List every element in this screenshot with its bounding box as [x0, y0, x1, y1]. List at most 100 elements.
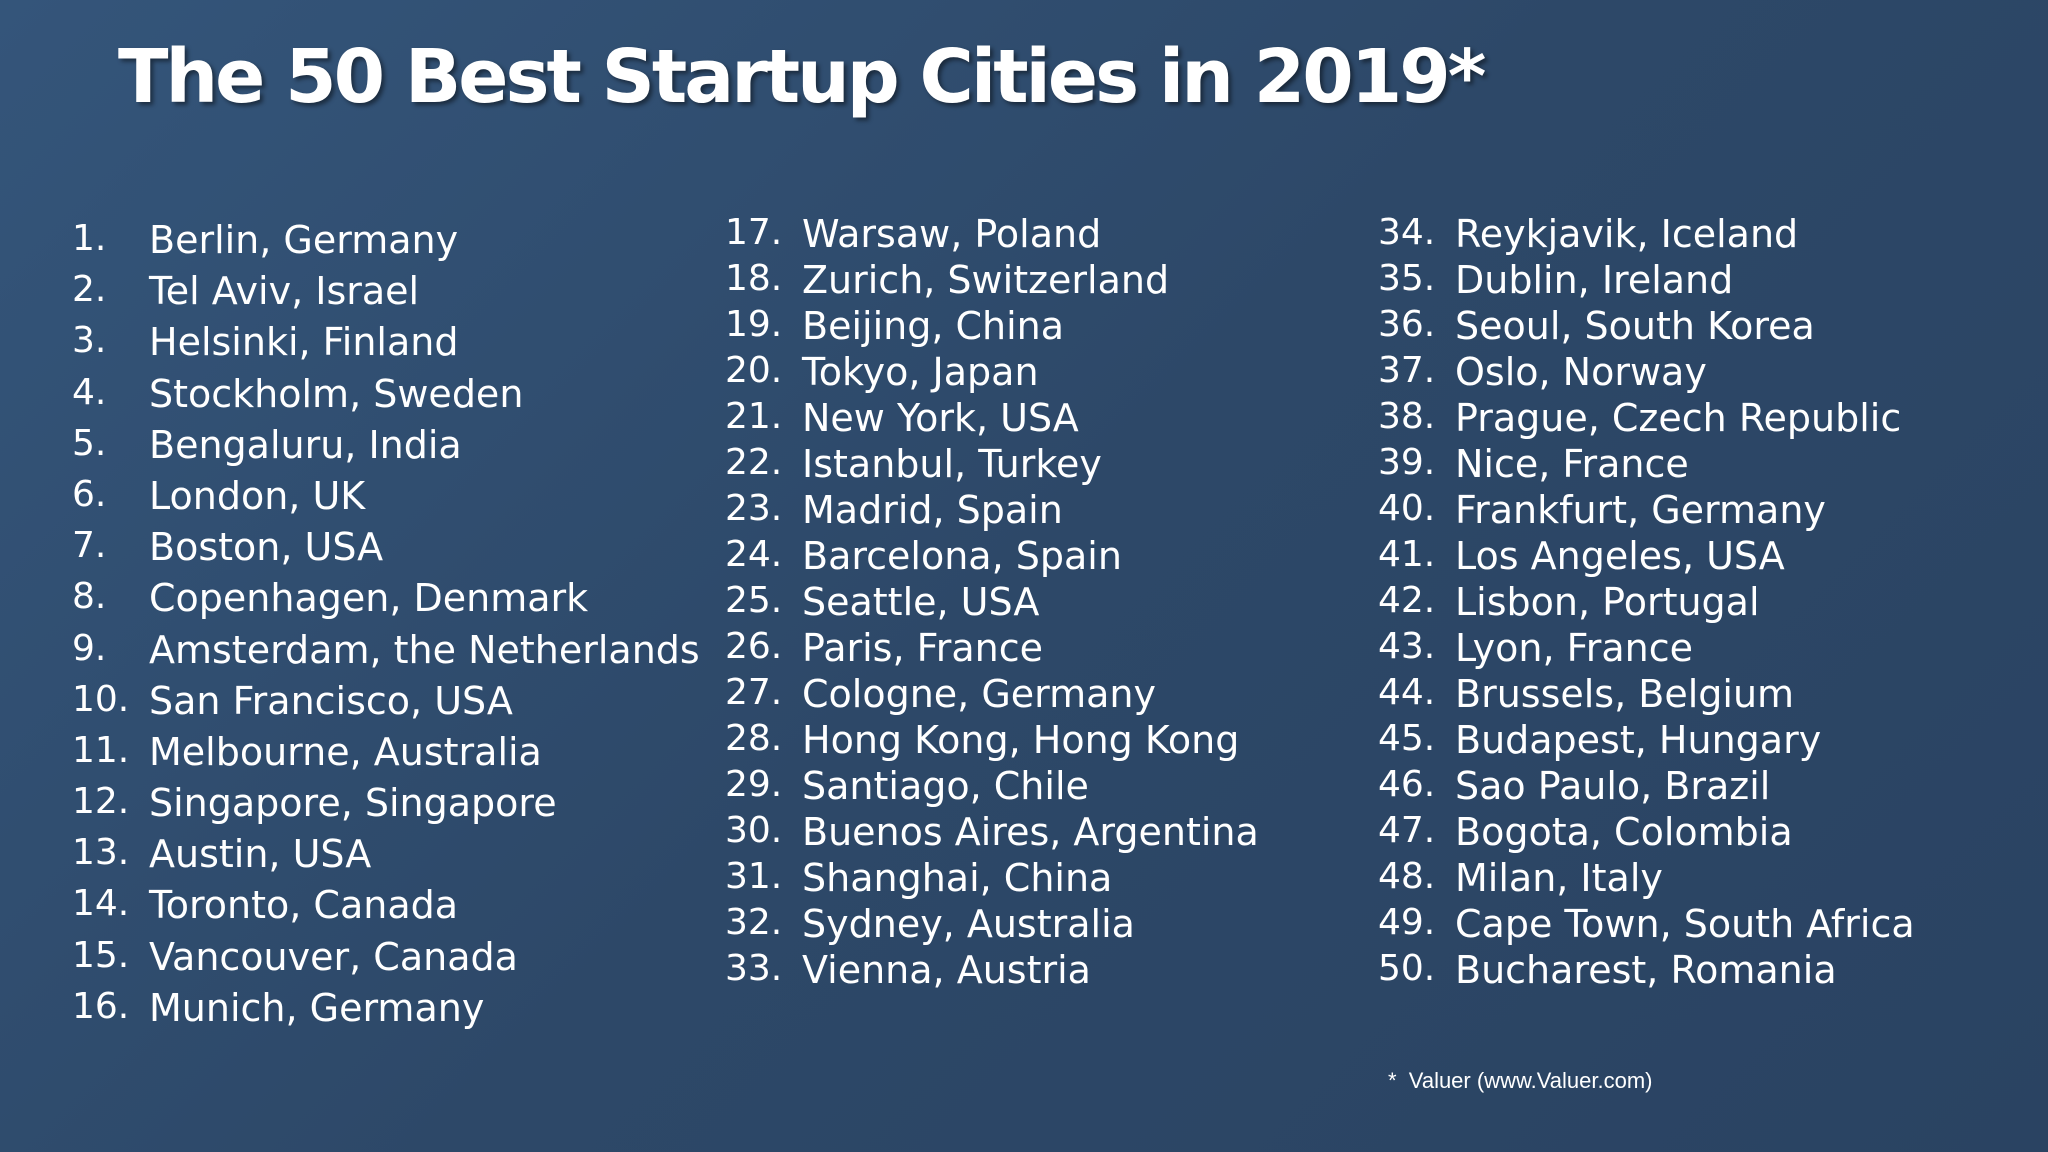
rank-number: 6.: [72, 473, 107, 515]
city-name: Paris, France: [802, 626, 1043, 670]
rank-number: 39.: [1378, 442, 1436, 483]
city-name: Shanghai, China: [802, 856, 1113, 900]
city-name: Zurich, Switzerland: [802, 258, 1170, 302]
city-name: Nice, France: [1455, 442, 1689, 486]
rank-number: 46.: [1378, 764, 1436, 805]
rank-number: 27.: [725, 672, 783, 713]
rank-number: 15.: [72, 934, 130, 976]
city-name: Vancouver, Canada: [149, 934, 518, 979]
rank-number: 34.: [1378, 212, 1436, 253]
rank-number: 33.: [725, 948, 783, 989]
source-footnote: * Valuer (www.Valuer.com): [1388, 1068, 1653, 1093]
city-name: Bengaluru, India: [149, 422, 462, 467]
city-name: Boston, USA: [149, 525, 384, 570]
city-name: Reykjavik, Iceland: [1455, 212, 1799, 256]
city-name: Santiago, Chile: [802, 764, 1089, 808]
rank-number: 41.: [1378, 534, 1436, 575]
rank-number: 14.: [72, 883, 130, 925]
city-name: Bucharest, Romania: [1455, 948, 1837, 992]
city-name: Cape Town, South Africa: [1455, 902, 1915, 946]
rank-number: 9.: [72, 627, 107, 669]
city-name: Munich, Germany: [149, 985, 485, 1030]
city-name: Austin, USA: [149, 832, 372, 877]
city-name: Dublin, Ireland: [1455, 258, 1734, 302]
city-name: Hong Kong, Hong Kong: [802, 718, 1240, 762]
rank-number: 38.: [1378, 396, 1436, 437]
city-name: New York, USA: [802, 396, 1079, 440]
rank-number: 26.: [725, 626, 783, 667]
city-name: Seattle, USA: [802, 580, 1040, 624]
rank-number: 4.: [72, 371, 107, 413]
rank-number: 18.: [725, 258, 783, 299]
city-name: Madrid, Spain: [802, 488, 1063, 532]
city-name: Milan, Italy: [1455, 856, 1663, 900]
rank-number: 37.: [1378, 350, 1436, 391]
rank-number: 48.: [1378, 856, 1436, 897]
rank-number: 2.: [72, 269, 107, 311]
city-name: Brussels, Belgium: [1455, 672, 1795, 716]
rank-number: 25.: [725, 580, 783, 621]
city-name: Berlin, Germany: [149, 218, 459, 262]
rank-number: 23.: [725, 488, 783, 529]
rank-number: 16.: [72, 985, 130, 1027]
rank-number: 50.: [1378, 948, 1436, 989]
city-name: Seoul, South Korea: [1455, 304, 1815, 348]
rank-number: 42.: [1378, 580, 1436, 621]
city-name: Barcelona, Spain: [802, 534, 1122, 578]
rank-number: 43.: [1378, 626, 1436, 667]
city-name: Warsaw, Poland: [802, 212, 1102, 256]
rank-number: 3.: [72, 320, 107, 362]
city-name: Stockholm, Sweden: [149, 371, 524, 416]
city-name: Sao Paulo, Brazil: [1455, 764, 1771, 808]
city-name: Buenos Aires, Argentina: [802, 810, 1259, 854]
rank-number: 40.: [1378, 488, 1436, 529]
city-name: Oslo, Norway: [1455, 350, 1707, 394]
city-name: Cologne, Germany: [802, 672, 1156, 716]
city-name: Tel Aviv, Israel: [149, 269, 420, 314]
city-name: Bogota, Colombia: [1455, 810, 1793, 854]
city-name: London, UK: [149, 473, 366, 518]
rank-number: 45.: [1378, 718, 1436, 759]
city-name: Prague, Czech Republic: [1455, 396, 1902, 440]
rank-number: 8.: [72, 576, 107, 618]
rank-number: 19.: [725, 304, 783, 345]
rank-number: 24.: [725, 534, 783, 575]
slide-title: The 50 Best Startup Cities in 2019*: [118, 34, 1486, 120]
rank-number: 20.: [725, 350, 783, 391]
city-name: Beijing, China: [802, 304, 1065, 348]
rank-number: 44.: [1378, 672, 1436, 713]
city-name: Amsterdam, the Netherlands: [149, 627, 700, 672]
city-name: Singapore, Singapore: [149, 781, 557, 826]
rank-number: 31.: [725, 856, 783, 897]
rank-number: 11.: [72, 729, 130, 771]
city-name: Istanbul, Turkey: [802, 442, 1102, 486]
city-name: Tokyo, Japan: [802, 350, 1039, 394]
rank-number: 13.: [72, 832, 130, 874]
city-name: Lisbon, Portugal: [1455, 580, 1760, 624]
city-name: Los Angeles, USA: [1455, 534, 1785, 578]
rank-number: 36.: [1378, 304, 1436, 345]
city-name: Sydney, Australia: [802, 902, 1135, 946]
rank-number: 22.: [725, 442, 783, 483]
rank-number: 32.: [725, 902, 783, 943]
city-name: Copenhagen, Denmark: [149, 576, 589, 621]
rank-number: 10.: [72, 678, 130, 720]
city-name: Helsinki, Finland: [149, 320, 459, 365]
city-name: San Francisco, USA: [149, 678, 513, 723]
rank-number: 28.: [725, 718, 783, 759]
rank-number: 30.: [725, 810, 783, 851]
rank-number: 49.: [1378, 902, 1436, 943]
city-name: Toronto, Canada: [149, 883, 459, 928]
city-name: Lyon, France: [1455, 626, 1694, 670]
city-name: Frankfurt, Germany: [1455, 488, 1826, 532]
rank-number: 47.: [1378, 810, 1436, 851]
rank-number: 12.: [72, 781, 130, 823]
rank-number: 1.: [72, 218, 107, 259]
rank-number: 21.: [725, 396, 783, 437]
city-name: Budapest, Hungary: [1455, 718, 1822, 762]
rank-number: 35.: [1378, 258, 1436, 299]
rank-number: 17.: [725, 212, 783, 253]
city-name: Vienna, Austria: [802, 948, 1091, 992]
rank-number: 5.: [72, 422, 107, 464]
